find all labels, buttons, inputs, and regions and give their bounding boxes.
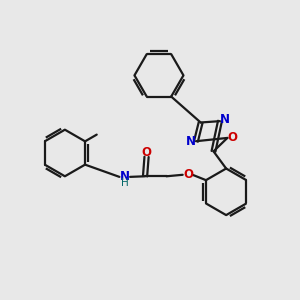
Text: N: N xyxy=(220,113,230,126)
Text: N: N xyxy=(120,170,130,183)
Text: O: O xyxy=(228,131,238,144)
Text: H: H xyxy=(121,178,129,188)
Text: O: O xyxy=(142,146,152,159)
Text: O: O xyxy=(183,168,193,181)
Text: N: N xyxy=(186,135,196,148)
